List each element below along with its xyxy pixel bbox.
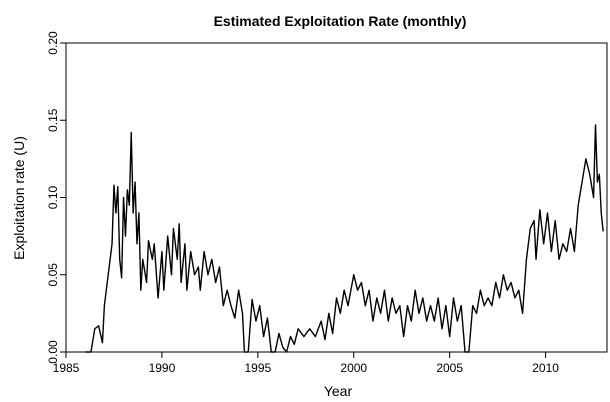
x-tick-label: 1990	[149, 361, 176, 375]
chart-title: Estimated Exploitation Rate (monthly)	[214, 13, 467, 29]
y-tick-label: 0.15	[46, 108, 60, 132]
y-tick-label: 0.00	[46, 340, 60, 364]
x-tick-label: 2010	[532, 361, 559, 375]
y-axis-label: Exploitation rate (U)	[11, 136, 27, 260]
y-tick-label: 0.10	[46, 185, 60, 209]
data-line	[85, 124, 604, 353]
x-axis-label: Year	[324, 383, 353, 399]
y-tick-label: 0.05	[46, 263, 60, 287]
x-tick-label: 2005	[436, 361, 463, 375]
y-tick-label: 0.20	[46, 31, 60, 55]
x-tick-label: 1985	[53, 361, 80, 375]
x-tick-label: 1995	[244, 361, 271, 375]
x-tick-label: 2000	[340, 361, 367, 375]
